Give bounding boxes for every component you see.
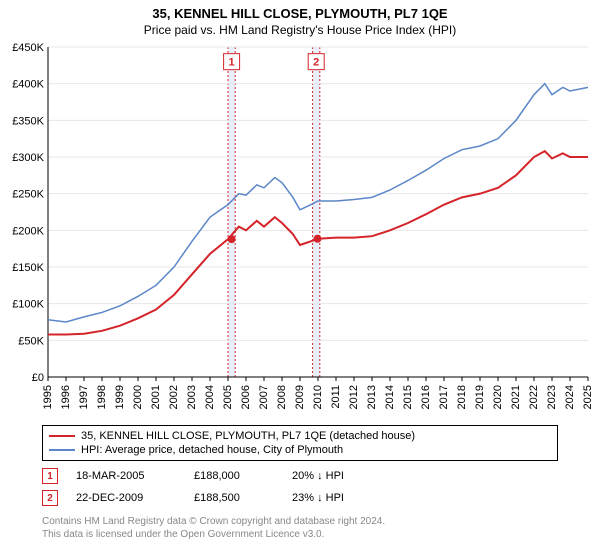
y-axis-tick-label: £450K bbox=[12, 42, 44, 54]
x-axis-tick-label: 2006 bbox=[240, 385, 252, 409]
transactions-table: 1 18-MAR-2005 £188,000 20% ↓ HPI 2 22-DEC-200… bbox=[42, 465, 558, 509]
chart-area: £0 £50K £100K £150K £200K £250K £300K £350K £400… bbox=[0, 41, 600, 421]
x-axis-tick-label: 2024 bbox=[564, 385, 576, 409]
x-axis-tick-label: 2023 bbox=[546, 385, 558, 409]
x-axis-tick-label: 2007 bbox=[258, 385, 270, 409]
y-axis-tick-label: £50K bbox=[18, 335, 44, 347]
x-axis-tick-label: 2016 bbox=[420, 385, 432, 409]
transaction-price: £188,500 bbox=[194, 492, 274, 504]
x-axis-tick-label: 2009 bbox=[294, 385, 306, 409]
transaction-delta: 23% ↓ HPI bbox=[292, 492, 382, 504]
transaction-dot bbox=[228, 235, 236, 243]
transaction-marker: 2 bbox=[42, 490, 58, 506]
y-axis-tick-label: £350K bbox=[12, 115, 44, 127]
x-axis-tick-label: 2022 bbox=[528, 385, 540, 409]
legend-swatch bbox=[49, 449, 75, 451]
transaction-dot bbox=[313, 235, 321, 243]
y-axis-tick-label: £300K bbox=[12, 152, 44, 164]
x-axis-tick-label: 1998 bbox=[96, 385, 108, 409]
x-axis-tick-label: 2000 bbox=[132, 385, 144, 409]
legend-label: 35, KENNEL HILL CLOSE, PLYMOUTH, PL7 1QE… bbox=[81, 430, 415, 442]
transaction-marker-label: 1 bbox=[229, 57, 235, 69]
y-axis-tick-label: £150K bbox=[12, 262, 44, 274]
transaction-marker: 1 bbox=[42, 468, 58, 484]
transaction-row: 1 18-MAR-2005 £188,000 20% ↓ HPI bbox=[42, 465, 558, 487]
x-axis-tick-label: 2002 bbox=[168, 385, 180, 409]
x-axis-tick-label: 2003 bbox=[186, 385, 198, 409]
transaction-row: 2 22-DEC-2009 £188,500 23% ↓ HPI bbox=[42, 487, 558, 509]
x-axis-tick-label: 2018 bbox=[456, 385, 468, 409]
x-axis-tick-label: 1997 bbox=[78, 385, 90, 409]
x-axis-tick-label: 2019 bbox=[474, 385, 486, 409]
chart-subtitle: Price paid vs. HM Land Registry's House … bbox=[0, 21, 600, 41]
x-axis-tick-label: 2011 bbox=[330, 385, 342, 409]
x-axis-tick-label: 2004 bbox=[204, 385, 216, 409]
x-axis-tick-label: 1999 bbox=[114, 385, 126, 409]
x-axis-tick-label: 2010 bbox=[312, 385, 324, 409]
x-axis-tick-label: 1995 bbox=[42, 385, 54, 409]
y-axis-tick-label: £100K bbox=[12, 299, 44, 311]
x-axis-tick-label: 2017 bbox=[438, 385, 450, 409]
transaction-date: 22-DEC-2009 bbox=[76, 492, 176, 504]
x-axis-tick-label: 2012 bbox=[348, 385, 360, 409]
footer-line-2: This data is licensed under the Open Gov… bbox=[42, 528, 558, 541]
transaction-marker-label: 2 bbox=[313, 57, 319, 69]
y-axis-tick-label: £200K bbox=[12, 225, 44, 237]
y-axis-tick-label: £0 bbox=[32, 372, 44, 384]
y-axis-tick-label: £250K bbox=[12, 189, 44, 201]
x-axis-tick-label: 2015 bbox=[402, 385, 414, 409]
x-axis-tick-label: 2005 bbox=[222, 385, 234, 409]
legend-label: HPI: Average price, detached house, City… bbox=[81, 444, 343, 456]
x-axis-tick-label: 2014 bbox=[384, 385, 396, 409]
footer-attribution: Contains HM Land Registry data © Crown c… bbox=[42, 515, 558, 541]
x-axis-tick-label: 2001 bbox=[150, 385, 162, 409]
footer-line-1: Contains HM Land Registry data © Crown c… bbox=[42, 515, 558, 528]
x-axis-tick-label: 1996 bbox=[60, 385, 72, 409]
x-axis-tick-label: 2020 bbox=[492, 385, 504, 409]
legend-item: HPI: Average price, detached house, City… bbox=[49, 443, 551, 457]
legend: 35, KENNEL HILL CLOSE, PLYMOUTH, PL7 1QE… bbox=[42, 425, 558, 461]
chart-title: 35, KENNEL HILL CLOSE, PLYMOUTH, PL7 1QE bbox=[0, 0, 600, 21]
legend-swatch bbox=[49, 435, 75, 437]
transaction-date: 18-MAR-2005 bbox=[76, 470, 176, 482]
x-axis-tick-label: 2025 bbox=[582, 385, 594, 409]
transaction-delta: 20% ↓ HPI bbox=[292, 470, 382, 482]
x-axis-tick-label: 2008 bbox=[276, 385, 288, 409]
legend-item: 35, KENNEL HILL CLOSE, PLYMOUTH, PL7 1QE… bbox=[49, 429, 551, 443]
line-chart-svg: £0 £50K £100K £150K £200K £250K £300K £350K £400… bbox=[0, 41, 600, 421]
x-axis-tick-label: 2021 bbox=[510, 385, 522, 409]
x-axis-tick-label: 2013 bbox=[366, 385, 378, 409]
y-axis-tick-label: £400K bbox=[12, 79, 44, 91]
transaction-price: £188,000 bbox=[194, 470, 274, 482]
